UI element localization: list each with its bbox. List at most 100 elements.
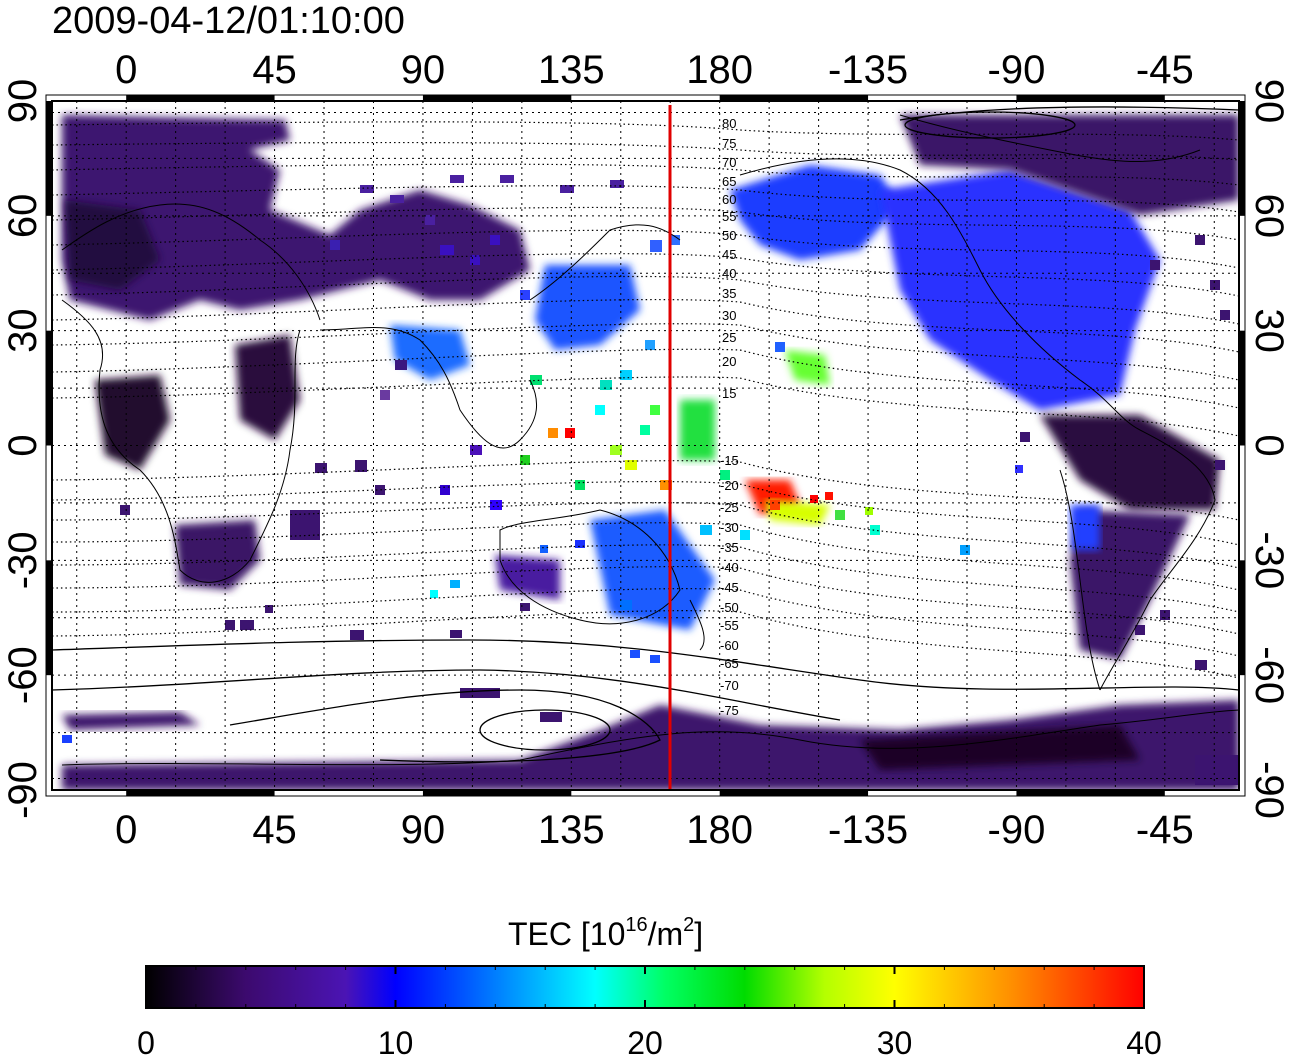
contour-label: -25 bbox=[720, 500, 739, 515]
frame-segment-top bbox=[126, 95, 275, 100]
lat-tick-right: 0 bbox=[1247, 434, 1291, 456]
timestamp-title: 2009-04-12/01:10:00 bbox=[52, 0, 405, 42]
lat-tick-left: 90 bbox=[1, 79, 45, 124]
frame-segment-right bbox=[1240, 330, 1245, 446]
contour-label: 30 bbox=[722, 308, 736, 323]
lat-tick-left: -90 bbox=[1, 761, 45, 819]
lon-ticks-bottom: 0 45 90 135 180 -135 -90 -45 bbox=[115, 808, 1194, 852]
tec-region-north-america bbox=[880, 170, 1160, 410]
lon-tick-top: 45 bbox=[252, 48, 297, 92]
lon-tick-bottom: -90 bbox=[988, 808, 1046, 852]
frame-segment-bottom bbox=[1016, 791, 1165, 796]
contour-label: 80 bbox=[722, 116, 736, 131]
colorbar-ticks: 0 10 20 30 40 bbox=[137, 966, 1162, 1057]
lat-ticks-right: 90 60 30 0 -30 -60 -90 bbox=[1247, 79, 1291, 819]
lon-ticks-top: 0 45 90 135 180 -135 -90 -45 bbox=[115, 48, 1194, 92]
contour-label: 75 bbox=[722, 136, 736, 151]
colorbar-title-sup2: 2 bbox=[683, 914, 694, 936]
tec-region-south-ocean bbox=[62, 712, 200, 730]
frame-segments bbox=[46, 95, 1245, 796]
contour-label: -50 bbox=[720, 600, 739, 615]
colorbar-title: TEC [1016/m2] bbox=[508, 914, 703, 952]
tec-data-layer bbox=[62, 115, 1239, 790]
lon-tick-bottom: -135 bbox=[828, 808, 908, 852]
lat-tick-left: -30 bbox=[1, 531, 45, 589]
lon-tick-bottom: 0 bbox=[115, 808, 137, 852]
tec-region-alaska bbox=[730, 165, 900, 260]
contour-label: -60 bbox=[720, 638, 739, 653]
contour-label: -15 bbox=[720, 453, 739, 468]
contour-label: 50 bbox=[722, 228, 736, 243]
lat-tick-right: 90 bbox=[1247, 79, 1291, 124]
frame-segment-top bbox=[1016, 95, 1165, 100]
lat-tick-left: 60 bbox=[1, 194, 45, 239]
contour-label: -30 bbox=[720, 520, 739, 535]
colorbar-tick-label: 30 bbox=[877, 1025, 913, 1057]
lon-tick-bottom: 135 bbox=[538, 808, 605, 852]
frame-segment-left bbox=[46, 101, 51, 216]
frame-segment-left bbox=[46, 330, 51, 446]
contour-label: -75 bbox=[720, 703, 739, 718]
tec-region-japan bbox=[535, 265, 640, 350]
frame-segment-left bbox=[46, 560, 51, 676]
contour-label: 15 bbox=[722, 386, 736, 401]
lon-tick-bottom: 180 bbox=[686, 808, 753, 852]
contour-label: 60 bbox=[722, 192, 736, 207]
lat-lon-grid bbox=[52, 101, 1239, 790]
colorbar-title-prefix: TEC [10 bbox=[508, 916, 625, 952]
lon-tick-top: 135 bbox=[538, 48, 605, 92]
contour-label: -70 bbox=[720, 678, 739, 693]
tec-region-antarctica-dark bbox=[860, 725, 1140, 770]
map-area bbox=[52, 101, 1239, 790]
contour-label: 25 bbox=[722, 330, 736, 345]
colorbar-title-sup1: 16 bbox=[625, 914, 647, 936]
colorbar-tick-label: 0 bbox=[137, 1025, 155, 1057]
contour-label: 55 bbox=[722, 209, 736, 224]
lon-tick-bottom: 90 bbox=[401, 808, 446, 852]
tec-region-canada-north bbox=[900, 115, 1239, 215]
colorbar-title-suffix: ] bbox=[694, 916, 703, 952]
magnetic-pole-contours bbox=[52, 106, 1239, 763]
tec-region-south-africa bbox=[175, 520, 260, 590]
contour-label: 20 bbox=[722, 354, 736, 369]
contour-label: 65 bbox=[722, 174, 736, 189]
tec-region-africa-east bbox=[235, 335, 300, 440]
tec-region-africa-west bbox=[95, 375, 170, 470]
lat-tick-left: 0 bbox=[1, 434, 45, 456]
lon-tick-bottom: 45 bbox=[252, 808, 297, 852]
contour-label: -55 bbox=[720, 618, 739, 633]
tec-region-hawaii bbox=[785, 350, 830, 385]
lat-tick-right: 30 bbox=[1247, 308, 1291, 353]
contour-label: -35 bbox=[720, 540, 739, 555]
frame-segment-right bbox=[1240, 560, 1245, 676]
contour-label: -45 bbox=[720, 580, 739, 595]
tec-region-eurasia bbox=[62, 115, 530, 320]
lon-tick-top: -135 bbox=[828, 48, 908, 92]
lat-tick-left: 30 bbox=[1, 308, 45, 353]
lon-tick-bottom: -45 bbox=[1136, 808, 1194, 852]
frame-segment-bottom bbox=[422, 791, 572, 796]
contour-label: -65 bbox=[720, 656, 739, 671]
lat-ticks-left: 90 60 30 0 -30 -60 -90 bbox=[1, 79, 45, 819]
contour-label: 70 bbox=[722, 155, 736, 170]
lat-tick-right: 60 bbox=[1247, 194, 1291, 239]
lon-tick-top: 90 bbox=[401, 48, 446, 92]
frame-segment-bottom bbox=[719, 791, 869, 796]
lon-tick-top: 180 bbox=[686, 48, 753, 92]
lat-tick-right: -60 bbox=[1247, 646, 1291, 704]
contour-label: -20 bbox=[720, 478, 739, 493]
lat-tick-right: -30 bbox=[1247, 531, 1291, 589]
tec-region-india bbox=[390, 325, 470, 380]
colorbar-tick-label: 20 bbox=[627, 1025, 663, 1057]
colorbar-tick-label: 10 bbox=[378, 1025, 414, 1057]
frame-segment-top bbox=[422, 95, 572, 100]
frame-segment-bottom bbox=[126, 791, 275, 796]
lat-tick-right: -90 bbox=[1247, 761, 1291, 819]
lat-tick-left: -60 bbox=[1, 646, 45, 704]
contour-label: 45 bbox=[722, 247, 736, 262]
lon-tick-top: -90 bbox=[988, 48, 1046, 92]
tec-region-pacific-green bbox=[680, 400, 715, 460]
coastlines bbox=[61, 114, 1239, 766]
frame-segment-right bbox=[1240, 101, 1245, 216]
